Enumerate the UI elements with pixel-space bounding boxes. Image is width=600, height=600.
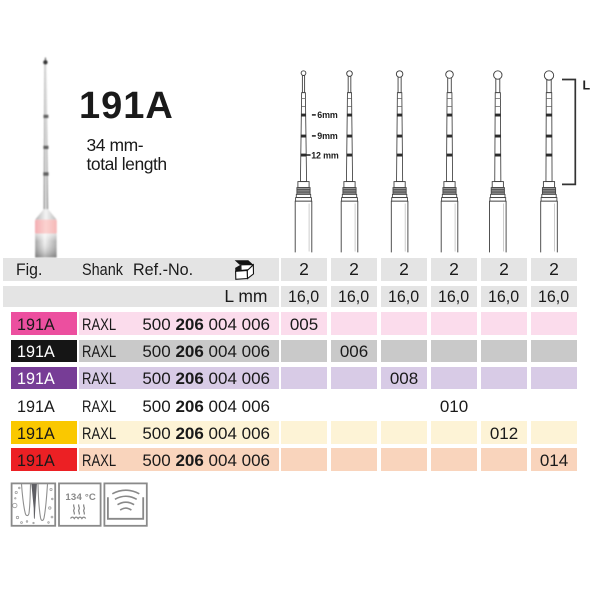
svg-text:L: L: [583, 79, 591, 93]
svg-text:9mm: 9mm: [317, 131, 338, 141]
svg-text:6mm: 6mm: [317, 110, 338, 120]
svg-text:12 mm: 12 mm: [311, 150, 339, 160]
svg-text:134 °C: 134 °C: [65, 492, 96, 503]
